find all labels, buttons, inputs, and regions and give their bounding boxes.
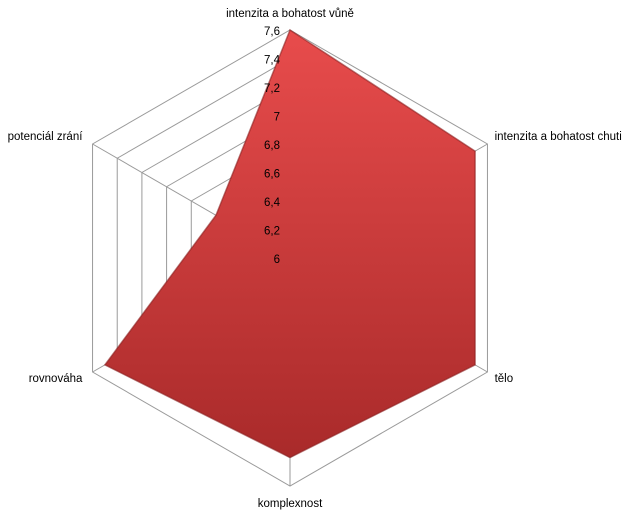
tick-label: 7: [274, 112, 280, 124]
category-label: komplexnost: [258, 498, 323, 510]
category-label: potenciál zrání: [8, 131, 84, 143]
data-area: [103, 28, 476, 459]
tick-label: 6,8: [264, 140, 280, 152]
tick-label: 6,4: [264, 197, 281, 209]
tick-label: 7,4: [264, 55, 281, 67]
category-label: intenzita a bohatost vůně: [226, 8, 354, 20]
category-label: intenzita a bohatost chuti: [495, 131, 622, 143]
tick-label: 6,2: [264, 226, 280, 238]
tick-label: 6: [274, 254, 280, 266]
tick-label: 7,6: [264, 26, 280, 38]
tick-label: 7,2: [264, 83, 280, 95]
category-label: rovnováha: [29, 373, 83, 385]
category-label: tělo: [495, 373, 514, 385]
tick-label: 6,6: [264, 169, 280, 181]
